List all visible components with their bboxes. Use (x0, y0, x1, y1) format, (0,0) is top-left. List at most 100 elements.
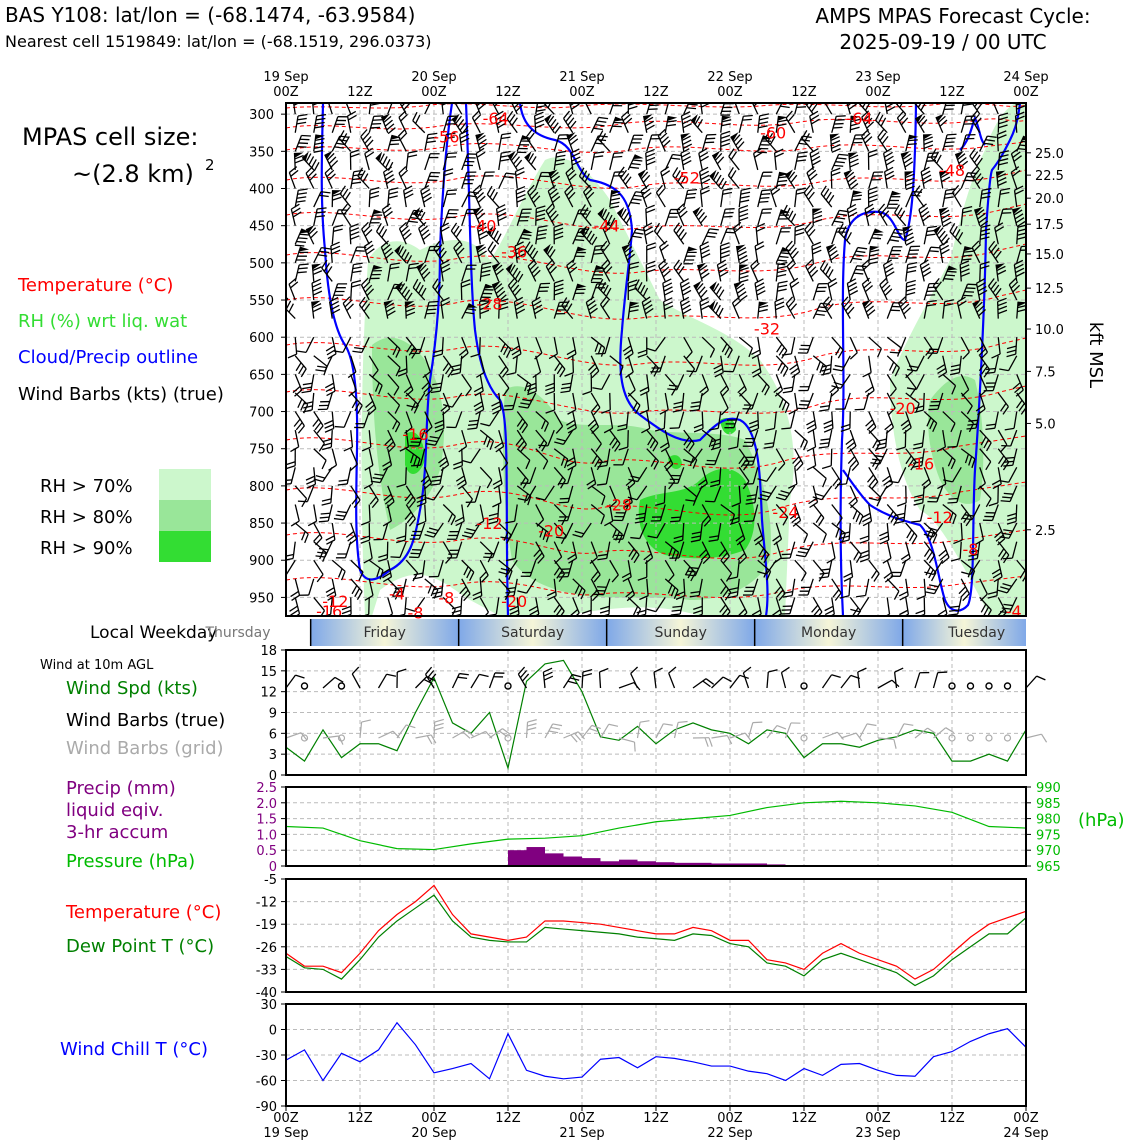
wind-barb-shaft (819, 268, 833, 282)
wind-barb-feather (488, 516, 499, 521)
wind-barb-shaft (709, 286, 722, 301)
wind-barb-feather (717, 259, 727, 266)
wind-barb-shaft (904, 171, 907, 189)
wind-barb-feather (725, 231, 736, 234)
wind-barb-shaft (884, 103, 888, 115)
wind-barb-shaft (475, 134, 481, 152)
wind-barb-feather (625, 249, 634, 257)
wind-barb-shaft (997, 337, 1001, 355)
wind-barb-feather (835, 216, 846, 220)
wind-barb-feather (888, 407, 896, 416)
wind-barb-feather (923, 178, 932, 185)
wind-barb-feather (940, 244, 950, 251)
wind-barb-feather (894, 204, 900, 214)
wind-barb-shaft (757, 172, 764, 189)
wind-barb-shaft (478, 301, 481, 319)
wind-barb-feather (663, 282, 673, 288)
wind-barb-feather (324, 166, 333, 174)
wind-barb-shaft (294, 429, 300, 447)
wind-barb-shaft (387, 264, 392, 282)
wind-barb-feather (850, 122, 860, 127)
wind-barb-feather (843, 299, 851, 308)
temp-contour (286, 481, 1026, 516)
wind-barb-shaft (627, 374, 636, 391)
wind-barb-feather (926, 417, 932, 427)
wind-barb-flag (299, 246, 310, 252)
wind-barb-shaft (313, 411, 324, 427)
wind-barb-feather (599, 609, 610, 614)
wind-barb-shaft (731, 302, 740, 319)
wind-barb-shaft (849, 134, 856, 152)
wind-barb-shaft (730, 136, 740, 152)
wind-barb-feather (720, 552, 728, 561)
wind-barb-feather (875, 111, 881, 121)
wind-barb-feather (574, 584, 580, 594)
wind-barb-feather (564, 372, 574, 377)
wind-barb-feather (894, 93, 899, 101)
wind-barb-shaft (789, 597, 796, 614)
wind-barb-shaft (561, 305, 574, 320)
wind-barb-feather (543, 675, 554, 681)
wind-barb-feather (509, 609, 519, 615)
weekday-cell (606, 619, 755, 646)
wind-barb-feather (728, 587, 739, 591)
wind-barb-feather (642, 300, 652, 307)
wind-barb-feather (296, 350, 307, 354)
wind-barb-feather (406, 292, 413, 302)
wind-barb-feather (859, 550, 870, 555)
wind-barb-feather (374, 382, 380, 392)
wind-barb-feather (840, 535, 850, 540)
wind-barb-feather (905, 177, 915, 183)
wind-barb-shaft (461, 374, 472, 389)
calm-wind-marker (300, 682, 309, 690)
wind-barb-feather (450, 222, 458, 232)
wind-barb-feather (347, 110, 357, 117)
wind-barb-feather (434, 722, 444, 727)
wind-barb-shaft (713, 485, 722, 502)
wind-barb-feather (870, 462, 880, 465)
wind-barb-feather (700, 174, 710, 181)
temp-contour (286, 169, 1026, 189)
wind-barb-feather (577, 587, 583, 597)
wind-barb-flag (785, 169, 793, 179)
wind-barb-feather (630, 551, 638, 561)
wind-barb-shaft (294, 190, 299, 208)
wind-barb-feather (775, 496, 786, 501)
wind-barb-feather (533, 304, 543, 311)
wind-barb-feather (313, 478, 324, 483)
wind-barb-shaft (933, 578, 944, 594)
wind-barb-flag (413, 206, 421, 217)
wind-barb-shaft (698, 153, 703, 171)
wind-barb-feather (588, 303, 597, 311)
wind-barb-shaft (338, 138, 352, 152)
wind-barb-shaft (368, 448, 374, 466)
wind-barb-flag (761, 135, 773, 141)
wind-barb-shaft (831, 227, 838, 245)
wind-barb-feather (941, 213, 951, 220)
wind-barb-shaft (831, 578, 842, 594)
bottom-time-label: 00Z (717, 1111, 743, 1126)
wind-barb-feather (591, 570, 599, 579)
wind-barb-feather (641, 427, 651, 434)
wind-barb-feather (900, 419, 910, 427)
wind-barb-feather (932, 277, 940, 287)
wind-barb-shaft (886, 560, 894, 577)
wind-barb-shaft (491, 284, 500, 301)
wind-barb-shaft (397, 135, 407, 152)
legend-rh: RH (%) wrt liq. wat (18, 311, 187, 332)
wind-barb-feather (735, 283, 745, 291)
wind-barb-feather (891, 364, 898, 374)
wind-barb-feather (297, 192, 308, 195)
wind-barb-feather (456, 479, 466, 486)
wind-barb-shaft (474, 485, 481, 503)
wind-barb-feather (746, 498, 756, 501)
wind-barb-feather (968, 456, 973, 466)
cell-size-exponent: 2 (205, 156, 215, 174)
wind-barb-flag (614, 116, 625, 122)
wind-barb-feather (681, 135, 691, 142)
wind-barb-feather (358, 571, 364, 581)
wind-barb-shaft (794, 504, 802, 521)
wind-barb-feather (438, 456, 447, 464)
wind-barb-flag (708, 300, 716, 310)
